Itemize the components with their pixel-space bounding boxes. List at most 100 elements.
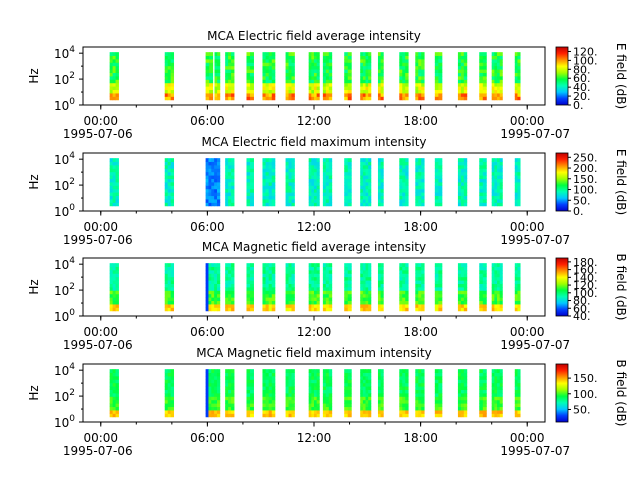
spectrogram-cell	[368, 195, 372, 200]
spectrogram-cell	[262, 399, 266, 404]
spectrogram-cell	[285, 158, 289, 162]
spectrogram-cell	[325, 188, 330, 193]
spectrogram-cell	[314, 185, 318, 190]
spectrogram-cell	[402, 300, 406, 305]
spectrogram-cell	[517, 69, 521, 73]
spectrogram-cell	[228, 161, 232, 166]
spectrogram-cell	[216, 375, 221, 380]
spectrogram-cell	[365, 307, 369, 312]
spectrogram-cell	[482, 287, 487, 291]
spectrogram-cell	[170, 276, 175, 281]
spectrogram-cell	[311, 164, 315, 169]
spectrogram-cell	[250, 168, 254, 173]
spectrogram-cell	[205, 413, 209, 418]
spectrogram-cell	[170, 283, 175, 288]
spectrogram-cell	[115, 287, 119, 291]
spectrogram-cell	[167, 379, 172, 384]
spectrogram-cell	[291, 399, 295, 404]
spectrogram-cell	[109, 192, 114, 197]
spectrogram-cell	[434, 304, 439, 308]
spectrogram-cell	[325, 403, 330, 408]
spectrogram-cell	[314, 82, 318, 87]
spectrogram-cell	[288, 276, 292, 281]
spectrogram-cell	[322, 304, 327, 308]
spectrogram-cell	[250, 399, 254, 404]
spectrogram-cell	[115, 55, 119, 60]
spectrogram-cell	[368, 266, 372, 271]
spectrogram-cell	[405, 372, 409, 377]
spectrogram-cell	[109, 178, 114, 183]
spectrogram-cell	[328, 188, 333, 193]
spectrogram-cell	[291, 273, 295, 278]
spectrogram-cell	[217, 86, 221, 91]
spectrogram-cell	[311, 168, 315, 173]
spectrogram-cell	[362, 283, 366, 288]
spectrogram-cell	[362, 178, 366, 183]
spectrogram-cell	[365, 266, 369, 271]
spectrogram-segment	[205, 52, 214, 101]
spectrogram-cell	[418, 375, 422, 380]
spectrogram-cell	[514, 287, 518, 291]
spectrogram-cell	[225, 375, 229, 380]
spectrogram-cell	[225, 82, 229, 87]
spectrogram-cell	[225, 403, 229, 408]
spectrogram-cell	[311, 58, 315, 63]
spectrogram-cell	[167, 175, 172, 179]
spectrogram-cell	[265, 89, 270, 94]
spectrogram-cell	[418, 273, 422, 278]
spectrogram-cell	[418, 307, 422, 312]
spectrogram-cell	[214, 93, 218, 97]
spectrogram-segment	[415, 52, 425, 101]
spectrogram-cell	[225, 175, 229, 179]
spectrogram-cell	[228, 307, 232, 312]
spectrogram-cell	[460, 375, 465, 380]
spectrogram-cell	[415, 52, 419, 56]
spectrogram-cell	[316, 175, 320, 179]
spectrogram-cell	[250, 62, 254, 67]
spectrogram-cell	[362, 161, 366, 166]
spectrogram-cell	[360, 300, 364, 305]
spectrogram-cell	[491, 399, 495, 404]
spectrogram-cell	[438, 62, 443, 67]
spectrogram-cell	[463, 393, 468, 397]
spectrogram-cell	[316, 399, 320, 404]
spectrogram-cell	[438, 158, 443, 162]
spectrogram-cell	[438, 175, 443, 179]
spectrogram-cell	[214, 266, 218, 271]
spectrogram-cell	[368, 290, 372, 295]
spectrogram-cell	[208, 290, 212, 295]
spectrogram-cell	[228, 413, 232, 418]
spectrogram-cell	[316, 287, 320, 291]
spectrogram-cell	[517, 280, 521, 284]
spectrogram-cell	[365, 185, 369, 190]
spectrogram-cell	[228, 158, 232, 162]
spectrogram-cell	[514, 403, 518, 408]
spectrogram-cell	[112, 372, 116, 377]
spectrogram-cell	[325, 175, 330, 179]
spectrogram-cell	[112, 168, 116, 173]
spectrogram-cell	[362, 86, 366, 91]
spectrogram-cell	[268, 185, 273, 190]
spectrogram-cell	[457, 413, 462, 418]
spectrogram-cell	[265, 287, 270, 291]
spectrogram-cell	[208, 304, 212, 308]
spectrogram-cell	[494, 386, 498, 390]
spectrogram-cell	[291, 410, 295, 414]
spectrogram-cell	[228, 406, 232, 411]
spectrogram-cell	[360, 375, 364, 380]
spectrogram-cell	[291, 266, 295, 271]
spectrogram-cell	[231, 82, 235, 87]
spectrogram-cell	[399, 287, 403, 291]
spectrogram-cell	[271, 382, 276, 387]
spectrogram-cell	[479, 266, 484, 271]
spectrogram-cell	[109, 195, 114, 200]
spectrogram-cell	[360, 287, 364, 291]
spectrogram-cell	[360, 283, 364, 288]
spectrogram-cell	[438, 202, 443, 207]
spectrogram-cell	[246, 171, 251, 176]
spectrogram-cell	[291, 307, 295, 312]
spectrogram-cell	[368, 280, 372, 284]
spectrogram-cell	[457, 273, 462, 278]
spectrogram-cell	[250, 55, 254, 60]
spectrogram-cell	[308, 280, 312, 284]
